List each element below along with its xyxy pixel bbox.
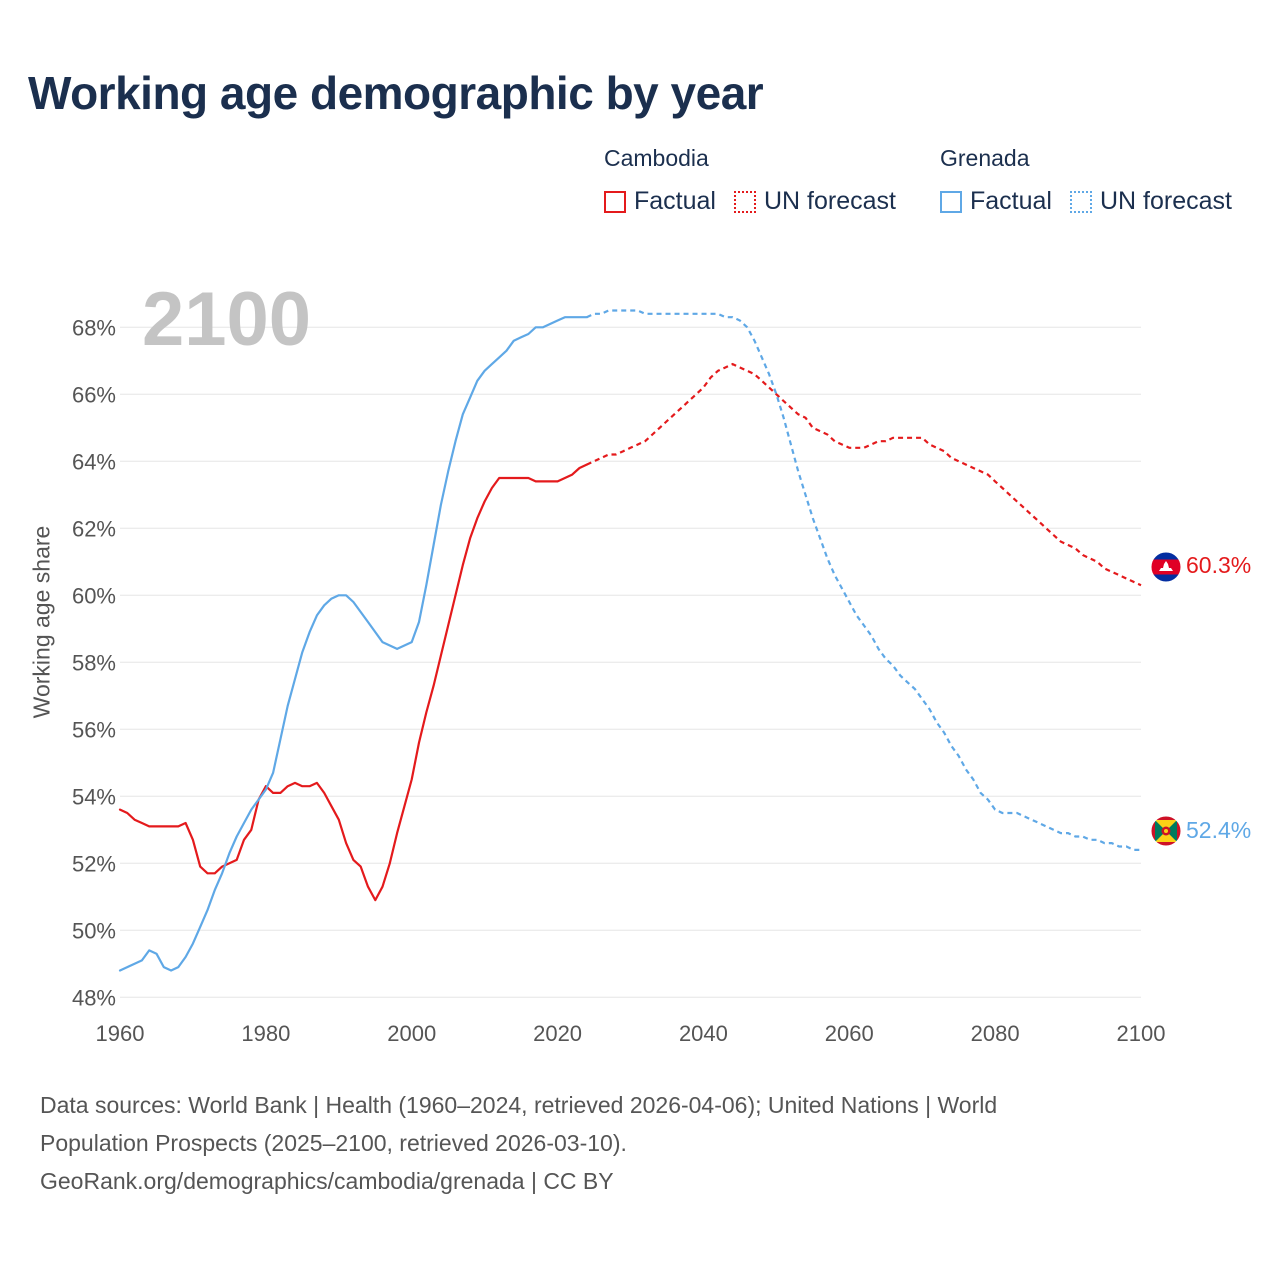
y-tick-label: 48% bbox=[72, 985, 116, 1010]
cambodia-factual-line bbox=[118, 463, 588, 902]
year-watermark: 2100 bbox=[142, 277, 312, 362]
y-tick-label: 62% bbox=[72, 516, 116, 541]
legend-solid-swatch-icon bbox=[604, 190, 626, 213]
legend-grenada-factual-label: Factual bbox=[970, 187, 1052, 215]
y-tick-label: 58% bbox=[72, 650, 116, 675]
y-tick-label: 52% bbox=[72, 851, 116, 876]
y-tick-label: 68% bbox=[72, 315, 116, 340]
x-tick-label: 2020 bbox=[533, 1021, 582, 1046]
x-tick-label: 1960 bbox=[96, 1021, 145, 1046]
x-tick-label: 2080 bbox=[971, 1021, 1020, 1046]
legend-cambodia: Cambodia Factual UN forecast bbox=[604, 145, 914, 216]
data-sources: Data sources: World Bank | Health (1960–… bbox=[40, 1086, 1220, 1200]
legend-cambodia-forecast-label: UN forecast bbox=[763, 187, 896, 215]
legend-cambodia-factual[interactable]: Factual bbox=[604, 187, 716, 216]
cambodia-end-value: 60.3% bbox=[1186, 552, 1251, 578]
legend-dotted-swatch-icon bbox=[733, 190, 756, 213]
legend-dotted-swatch-icon bbox=[1069, 190, 1092, 213]
legend-grenada-forecast[interactable]: UN forecast bbox=[1069, 187, 1232, 216]
legend-solid-swatch-icon bbox=[940, 190, 962, 213]
x-tick-label: 2060 bbox=[825, 1021, 874, 1046]
sources-line-2: Population Prospects (2025–2100, retriev… bbox=[40, 1130, 627, 1156]
legend-cambodia-forecast[interactable]: UN forecast bbox=[733, 187, 896, 216]
legend-cambodia-name: Cambodia bbox=[604, 145, 709, 171]
y-tick-label: 60% bbox=[72, 583, 116, 608]
y-axis-label: Working age share bbox=[28, 525, 55, 719]
grenada-end-value: 52.4% bbox=[1186, 817, 1251, 843]
legend-grenada: Grenada Factual UN forecast bbox=[940, 145, 1232, 216]
chart-title: Working age demographic by year bbox=[28, 67, 764, 119]
legend-grenada-factual[interactable]: Factual bbox=[940, 187, 1052, 216]
y-tick-label: 66% bbox=[72, 382, 116, 407]
grenada-factual-line bbox=[118, 316, 588, 972]
x-tick-label: 1980 bbox=[241, 1021, 290, 1046]
legend-cambodia-factual-label: Factual bbox=[634, 187, 716, 215]
y-tick-label: 64% bbox=[72, 449, 116, 474]
sources-line-1: Data sources: World Bank | Health (1960–… bbox=[40, 1092, 998, 1118]
cambodia-forecast-line bbox=[586, 362, 1142, 587]
x-tick-label: 2040 bbox=[679, 1021, 728, 1046]
x-tick-label: 2100 bbox=[1117, 1021, 1166, 1046]
y-tick-label: 54% bbox=[72, 784, 116, 809]
x-tick-label: 2000 bbox=[387, 1021, 436, 1046]
grenada-forecast-line bbox=[586, 309, 1141, 851]
cambodia-flag-icon bbox=[1151, 552, 1181, 582]
y-tick-label: 50% bbox=[72, 918, 116, 943]
legend-grenada-forecast-label: UN forecast bbox=[1099, 187, 1232, 215]
legend-grenada-name: Grenada bbox=[940, 145, 1030, 171]
sources-link[interactable]: GeoRank.org/demographics/cambodia/grenad… bbox=[40, 1168, 614, 1194]
grenada-flag-icon bbox=[1151, 816, 1181, 846]
y-tick-label: 56% bbox=[72, 717, 116, 742]
